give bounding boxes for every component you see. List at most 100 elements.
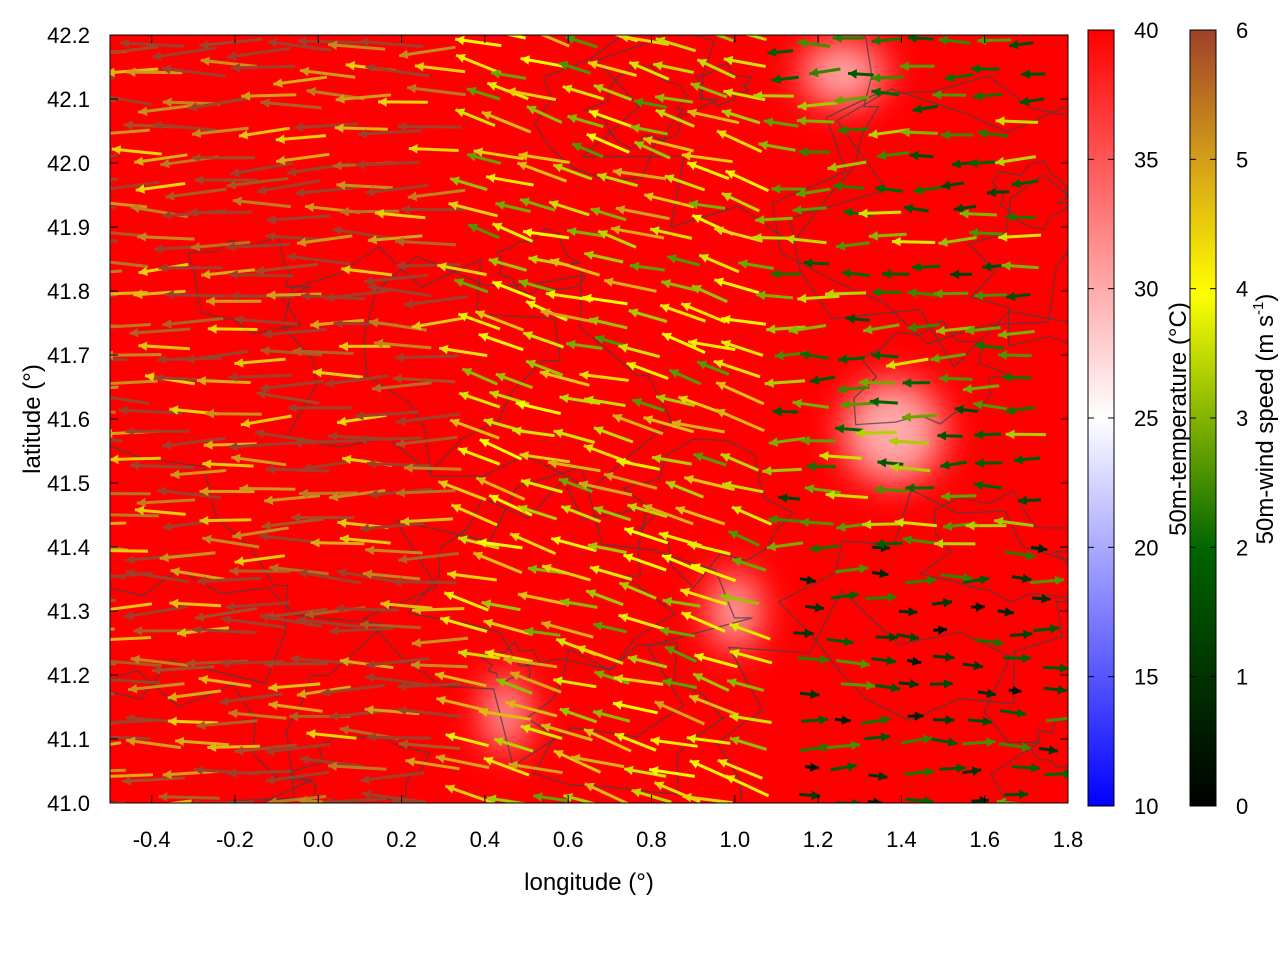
colorbar-tick-label: 0 (1236, 794, 1248, 819)
wind-arrow-head (61, 319, 70, 329)
wind-arrow-shaft (97, 551, 148, 552)
y-tick-label: 41.9 (47, 215, 90, 240)
y-tick-label: 41.6 (47, 407, 90, 432)
y-tick-label: 41.3 (47, 599, 90, 624)
colorbar-tick-label: 5 (1236, 147, 1248, 172)
y-tick-label: 41.7 (47, 343, 90, 368)
wind-arrow-shaft (228, 375, 292, 377)
wind-arrow-shaft (52, 205, 116, 207)
wind-arrow-shaft (56, 460, 114, 463)
y-axis-title: latitude (°) (19, 364, 46, 474)
wind-arrow-head (86, 390, 95, 400)
wind-arrow-head (62, 566, 71, 576)
wind-arrow-shaft (165, 295, 229, 296)
x-tick-label: 1.4 (886, 827, 917, 852)
y-tick-label: 42.1 (47, 87, 90, 112)
wind-arrow-shaft (393, 582, 457, 583)
plot-area (0, 0, 1187, 899)
x-tick-label: 0.2 (386, 827, 417, 852)
wind-arrow-shaft (367, 737, 431, 738)
wind-arrow-head (595, 26, 605, 35)
wind-arrow-head (51, 68, 60, 78)
y-tick-label: 41.1 (47, 727, 90, 752)
wind-arrow-head (97, 546, 106, 556)
wind-arrow-shaft (299, 493, 358, 494)
colorbar-tick-label: 20 (1134, 535, 1158, 560)
wind-arrow-head (100, 657, 109, 667)
wind-arrow-head (64, 269, 73, 279)
wind-colorbar-title: 50m-wind speed (m s-1) (1250, 294, 1279, 545)
wind-arrow-shaft (395, 356, 459, 358)
y-tick-label: 42.0 (47, 151, 90, 176)
wind-arrow-shaft (298, 41, 362, 43)
wind-arrow-shaft (51, 72, 115, 78)
x-tick-label: 1.6 (969, 827, 1000, 852)
colorbar-tick-label: 1 (1236, 665, 1248, 690)
wind-arrow-shaft (69, 770, 125, 771)
wind-arrow-head (520, 24, 530, 33)
wind-arrow-shaft (51, 692, 114, 694)
wind-arrow-shaft (59, 629, 115, 634)
wind-arrow-head (77, 50, 86, 60)
wind-arrow-shaft (231, 66, 295, 68)
wind-arrow-head (95, 49, 104, 59)
wind-title-sup: -1 (1250, 302, 1267, 315)
x-tick-label: 1.2 (803, 827, 834, 852)
wind-arrow-shaft (335, 609, 399, 611)
wind-arrow-shaft (72, 523, 126, 525)
y-tick-label: 41.4 (47, 535, 90, 560)
y-tick-label: 41.8 (47, 279, 90, 304)
wind-arrow-head (94, 129, 103, 139)
wind-arrow-head (1070, 713, 1079, 723)
colorbar-tick-label: 40 (1134, 18, 1158, 43)
wind-arrow-head (69, 767, 78, 777)
wind-arrow-shaft (55, 179, 119, 182)
wind-arrow-head (55, 131, 64, 141)
wind-arrow-shaft (99, 775, 153, 777)
y-tick-label: 42.2 (47, 23, 90, 48)
wind-arrow-shaft (100, 515, 159, 516)
colorbar-tick-label: 4 (1236, 277, 1248, 302)
wind-arrow-head (101, 605, 110, 615)
y-tick-label: 41.5 (47, 471, 90, 496)
wind-arrow-head (99, 772, 108, 782)
colorbar-tick-label: 15 (1134, 665, 1158, 690)
x-axis-title: longitude (°) (524, 869, 654, 896)
wind-arrow-head (92, 323, 101, 333)
wind-arrow-head (481, 25, 491, 34)
colorbar-tick-label: 10 (1134, 794, 1158, 819)
wind-arrow-head (52, 201, 61, 211)
wind-arrow-head (97, 675, 106, 685)
wind-arrow-head (899, 806, 908, 816)
wind-arrow-head (56, 653, 65, 663)
y-tick-label: 41.0 (47, 791, 90, 816)
wind-arrow-head (98, 635, 107, 645)
wind-arrow-shaft (899, 808, 942, 812)
wind-arrow-shaft (87, 806, 151, 813)
temperature-colorbar-title: 50m-temperature (°C) (1165, 302, 1192, 536)
wind-arrow-head (91, 198, 100, 208)
wind-arrow-head (51, 688, 60, 698)
wind-arrow-head (101, 379, 110, 389)
wind-arrow-shaft (229, 275, 293, 277)
warm-zone (710, 573, 760, 650)
wind-arrow-head (727, 27, 737, 36)
x-tick-label: 1.8 (1053, 827, 1084, 852)
wind-arrow-head (62, 387, 71, 397)
wind-title-main: 50m-wind speed (m s (1252, 315, 1279, 544)
wind-arrow-shaft (55, 133, 119, 136)
colorbar-tick-label: 35 (1134, 147, 1158, 172)
wind-arrow-head (697, 26, 707, 35)
wind-arrow-shaft (358, 438, 422, 440)
colorbar-tick-label: 25 (1134, 406, 1158, 431)
wind-arrow-head (95, 289, 104, 299)
wind-arrow-head (59, 629, 68, 639)
x-tick-label: -0.2 (216, 827, 254, 852)
colorbar-tick-label: 3 (1236, 406, 1248, 431)
wind-arrow-head (91, 489, 100, 499)
colorbar-tick-label: 2 (1236, 535, 1248, 560)
wind-arrow-head (55, 177, 64, 187)
wind-title-end: ) (1252, 294, 1279, 302)
